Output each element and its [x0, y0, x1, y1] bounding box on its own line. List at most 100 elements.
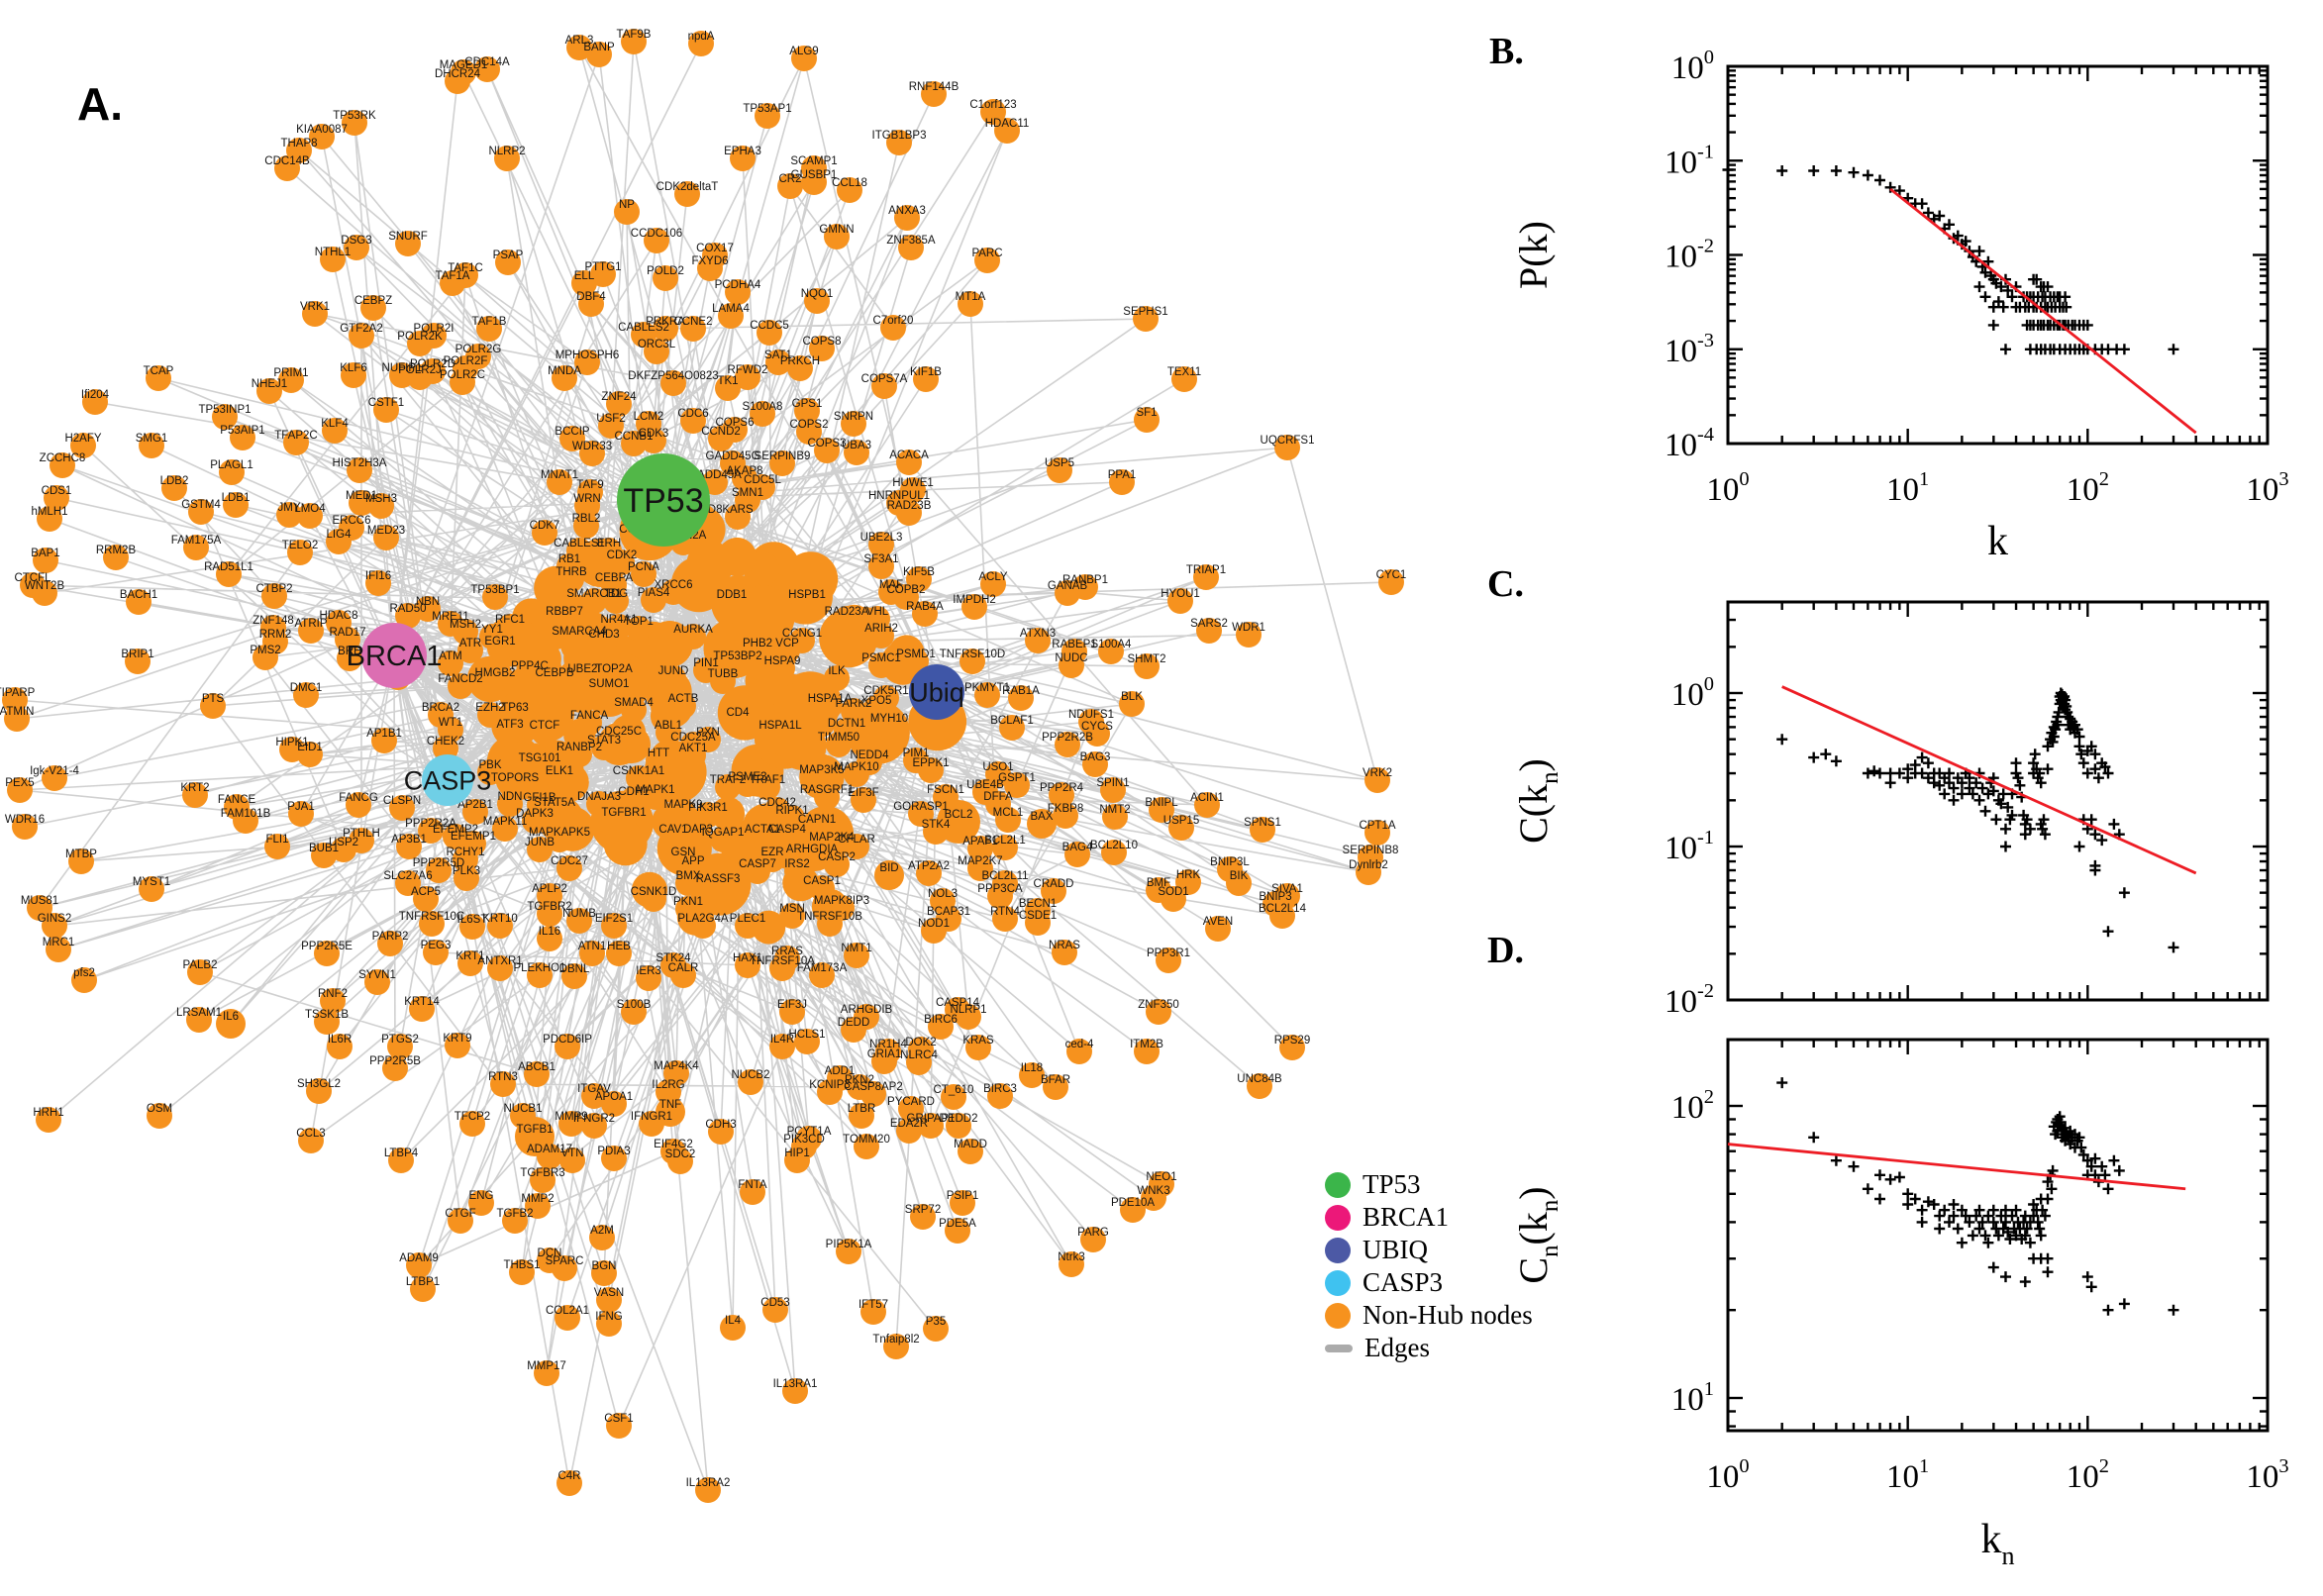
node-label: CEBPB — [536, 667, 574, 679]
node-label: PBK — [478, 759, 501, 771]
network-node — [614, 199, 640, 225]
network-node — [918, 757, 944, 783]
network-node — [784, 1147, 810, 1173]
node-label: CSTF1 — [368, 397, 404, 409]
node-label: FAM173A — [797, 962, 848, 974]
network-node — [387, 1034, 413, 1059]
node-label: KRT1 — [455, 950, 484, 962]
network-node — [349, 323, 374, 349]
network-node — [468, 1190, 494, 1216]
network-node — [537, 926, 562, 951]
network-node — [1055, 732, 1080, 757]
network-node — [389, 362, 415, 388]
node-label: CYC1 — [1376, 569, 1407, 581]
node-label: CASP14 — [936, 997, 980, 1009]
node-label: Dynlrb2 — [1349, 859, 1388, 871]
node-label: WDR1 — [1232, 622, 1265, 634]
network-node — [779, 999, 805, 1025]
network-node — [1364, 767, 1390, 793]
network-node — [787, 355, 813, 381]
node-label: COPS6 — [716, 417, 755, 429]
network-node — [791, 46, 817, 71]
network-node — [373, 525, 399, 550]
network-node — [571, 270, 597, 296]
tick-label: 100 — [1671, 47, 1714, 86]
network-node — [735, 913, 760, 939]
node-label: LDB1 — [222, 492, 251, 504]
hub-node-casp3 — [422, 754, 473, 806]
network-node — [477, 759, 503, 785]
node-label: BRIP1 — [121, 648, 153, 660]
node-label: VASN — [594, 1287, 624, 1299]
node-label: BIK — [1230, 870, 1249, 882]
node-label: TNFRSF10A — [750, 955, 815, 967]
hub-nodes-layer: TP53 BRCA1 Ubiq CASP3 — [347, 453, 964, 806]
network-node — [216, 1009, 246, 1039]
network-node — [680, 408, 706, 434]
node-label: ERH — [597, 538, 621, 549]
node-label: BNIPL — [1145, 797, 1178, 809]
node-label: CASP7 — [739, 858, 776, 870]
network-node — [420, 358, 446, 384]
network-node — [314, 1009, 340, 1035]
network-node — [841, 698, 866, 724]
node-label: HIST2H3A — [333, 457, 387, 469]
network-node — [923, 1316, 949, 1342]
node-label: TP63 — [501, 702, 529, 714]
node-label: XRCC6 — [655, 579, 693, 591]
network-node — [621, 29, 647, 54]
node-label: RBL2 — [572, 513, 601, 525]
node-label: AP2B1 — [457, 799, 493, 811]
node-label: AP1B1 — [366, 728, 402, 740]
network-node — [715, 774, 741, 800]
node-label: CDK5R1 — [863, 685, 908, 697]
network-node — [809, 336, 835, 361]
node-label: PPP2R5B — [369, 1055, 421, 1067]
legend-color-dot — [1325, 1302, 1351, 1329]
network-node — [1102, 804, 1128, 830]
node-label: ELL — [574, 270, 595, 282]
network-node — [871, 373, 897, 399]
node-label: FAM175A — [171, 535, 222, 547]
network-node — [574, 349, 600, 375]
scatter-points — [1776, 687, 2179, 953]
node-label: CABLES2 — [618, 322, 669, 334]
network-node — [708, 1119, 734, 1145]
network-node — [688, 31, 714, 56]
node-label: SHMT2 — [1128, 653, 1166, 665]
network-node — [373, 397, 399, 423]
node-label: ANTXR1 — [477, 955, 522, 967]
node-label: SPIN1 — [1096, 777, 1129, 789]
network-node — [1161, 886, 1186, 912]
network-node — [710, 827, 736, 852]
network-node — [71, 967, 97, 993]
node-label: FSCN1 — [927, 784, 964, 796]
node-label: FANCE — [218, 794, 256, 806]
node-label: HRK — [1176, 869, 1201, 881]
network-node — [450, 369, 475, 395]
network-node — [492, 816, 518, 842]
node-label: CDH3 — [705, 1119, 736, 1131]
node-label: PIAS4 — [638, 587, 670, 599]
node-label: HRH1 — [33, 1107, 63, 1119]
network-node — [601, 1146, 627, 1171]
network-node — [718, 303, 744, 329]
node-label: TP53BP1 — [470, 584, 519, 596]
node-label: FLI1 — [265, 834, 288, 846]
network-node — [769, 1034, 795, 1059]
node-label: MMP2 — [521, 1193, 554, 1205]
network-node — [960, 648, 985, 674]
node-label: SARS2 — [1190, 618, 1228, 630]
axis-label: P(k) — [1511, 221, 1556, 289]
network-node — [1356, 859, 1381, 885]
node-label: Ntrk3 — [1058, 1251, 1084, 1263]
network-node — [730, 146, 756, 171]
node-label: ced-4 — [1065, 1039, 1094, 1050]
node-label: CSF1 — [604, 1413, 633, 1425]
network-node — [974, 682, 1000, 708]
network-node — [346, 792, 371, 818]
node-label: KRT2 — [180, 782, 209, 794]
network-node — [261, 583, 287, 609]
network-node — [1274, 435, 1300, 460]
